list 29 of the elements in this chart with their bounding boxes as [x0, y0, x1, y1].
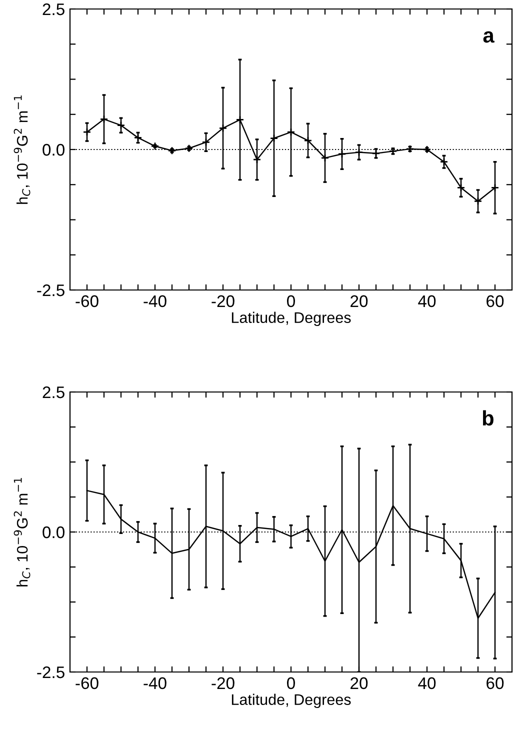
- y-tick-label: 2.5: [42, 386, 64, 398]
- annotation: b: [482, 410, 494, 426]
- x-tick-label: -20: [212, 677, 234, 690]
- y-tick-label: 2.5: [42, 3, 64, 16]
- x-tick-label: 20: [350, 677, 368, 690]
- y-axis-title: h$_{C}$, 10$^{−9}$G$^{2}$ m$^{−1}$: [14, 478, 30, 586]
- y-tick-label: 0.0: [42, 526, 64, 538]
- x-axis-title: Latitude, Degrees: [232, 312, 351, 326]
- x-tick-label: 20: [350, 295, 368, 308]
- x-tick-label: -40: [144, 677, 166, 690]
- x-tick-label: 60: [486, 677, 504, 690]
- x-tick-label: 0: [287, 295, 295, 308]
- y-tick-label: -2.5: [37, 666, 64, 678]
- x-axis-title: Latitude, Degrees: [232, 694, 351, 708]
- x-tick-label: -20: [212, 295, 234, 308]
- point: [150, 142, 160, 150]
- x-tick-label: 40: [418, 677, 436, 690]
- x-tick-label: -60: [76, 677, 98, 690]
- point: [168, 146, 176, 155]
- point: [184, 144, 194, 153]
- y-tick-label: 0.0: [42, 144, 64, 156]
- x-tick-label: 60: [486, 295, 504, 308]
- x-tick-label: -40: [144, 295, 166, 308]
- y-axis-title: h$_{C}$, 10$^{−9}$G$^{2}$ m$^{−1}$: [14, 95, 30, 204]
- annotation: a: [483, 31, 494, 43]
- x-tick-label: 40: [418, 295, 436, 308]
- x-tick-label: -60: [76, 295, 98, 308]
- x-tick-label: 0: [287, 677, 295, 690]
- y-tick-label: -2.5: [37, 284, 64, 296]
